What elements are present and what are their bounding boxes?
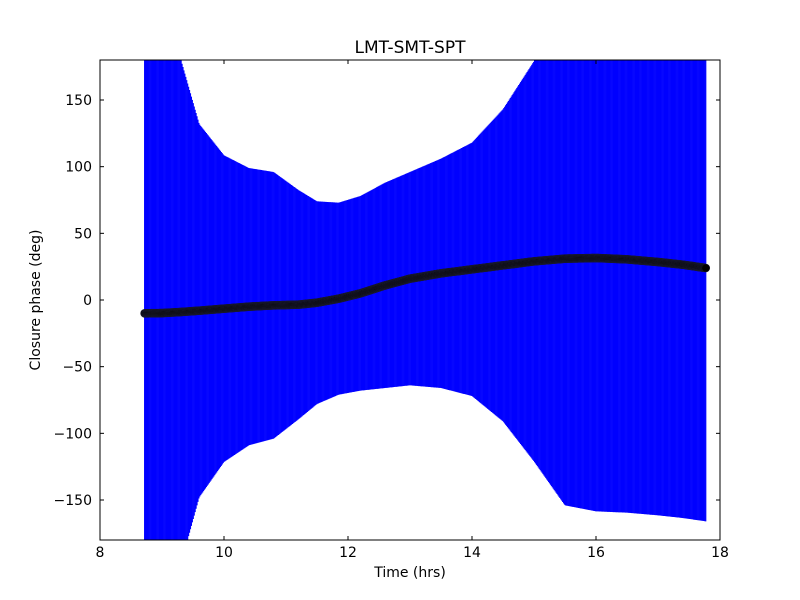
error-bars [144,60,707,540]
x-tick-label: 10 [215,545,233,561]
x-axis-label: Time (hrs) [373,565,446,581]
data-layer [140,60,711,540]
y-tick-label: 100 [65,160,92,176]
x-tick-label: 12 [339,545,357,561]
y-tick-label: −100 [54,426,92,442]
y-tick-label: −150 [54,493,92,509]
y-axis-label: Closure phase (deg) [28,230,44,371]
data-point [701,263,711,273]
x-tick-label: 14 [463,545,481,561]
y-tick-label: 150 [65,93,92,109]
data-points [140,253,711,318]
x-tick-label: 16 [587,545,605,561]
y-tick-label: 0 [83,293,92,309]
x-tick-label: 8 [96,545,105,561]
axis-ticks: 8 10 12 14 16 18 −150 −100 −50 0 50 100 150 [54,60,729,561]
x-tick-label: 18 [711,545,729,561]
chart-title: LMT-SMT-SPT [355,38,467,58]
y-tick-label: −50 [62,360,92,376]
y-tick-label: 50 [74,226,92,242]
